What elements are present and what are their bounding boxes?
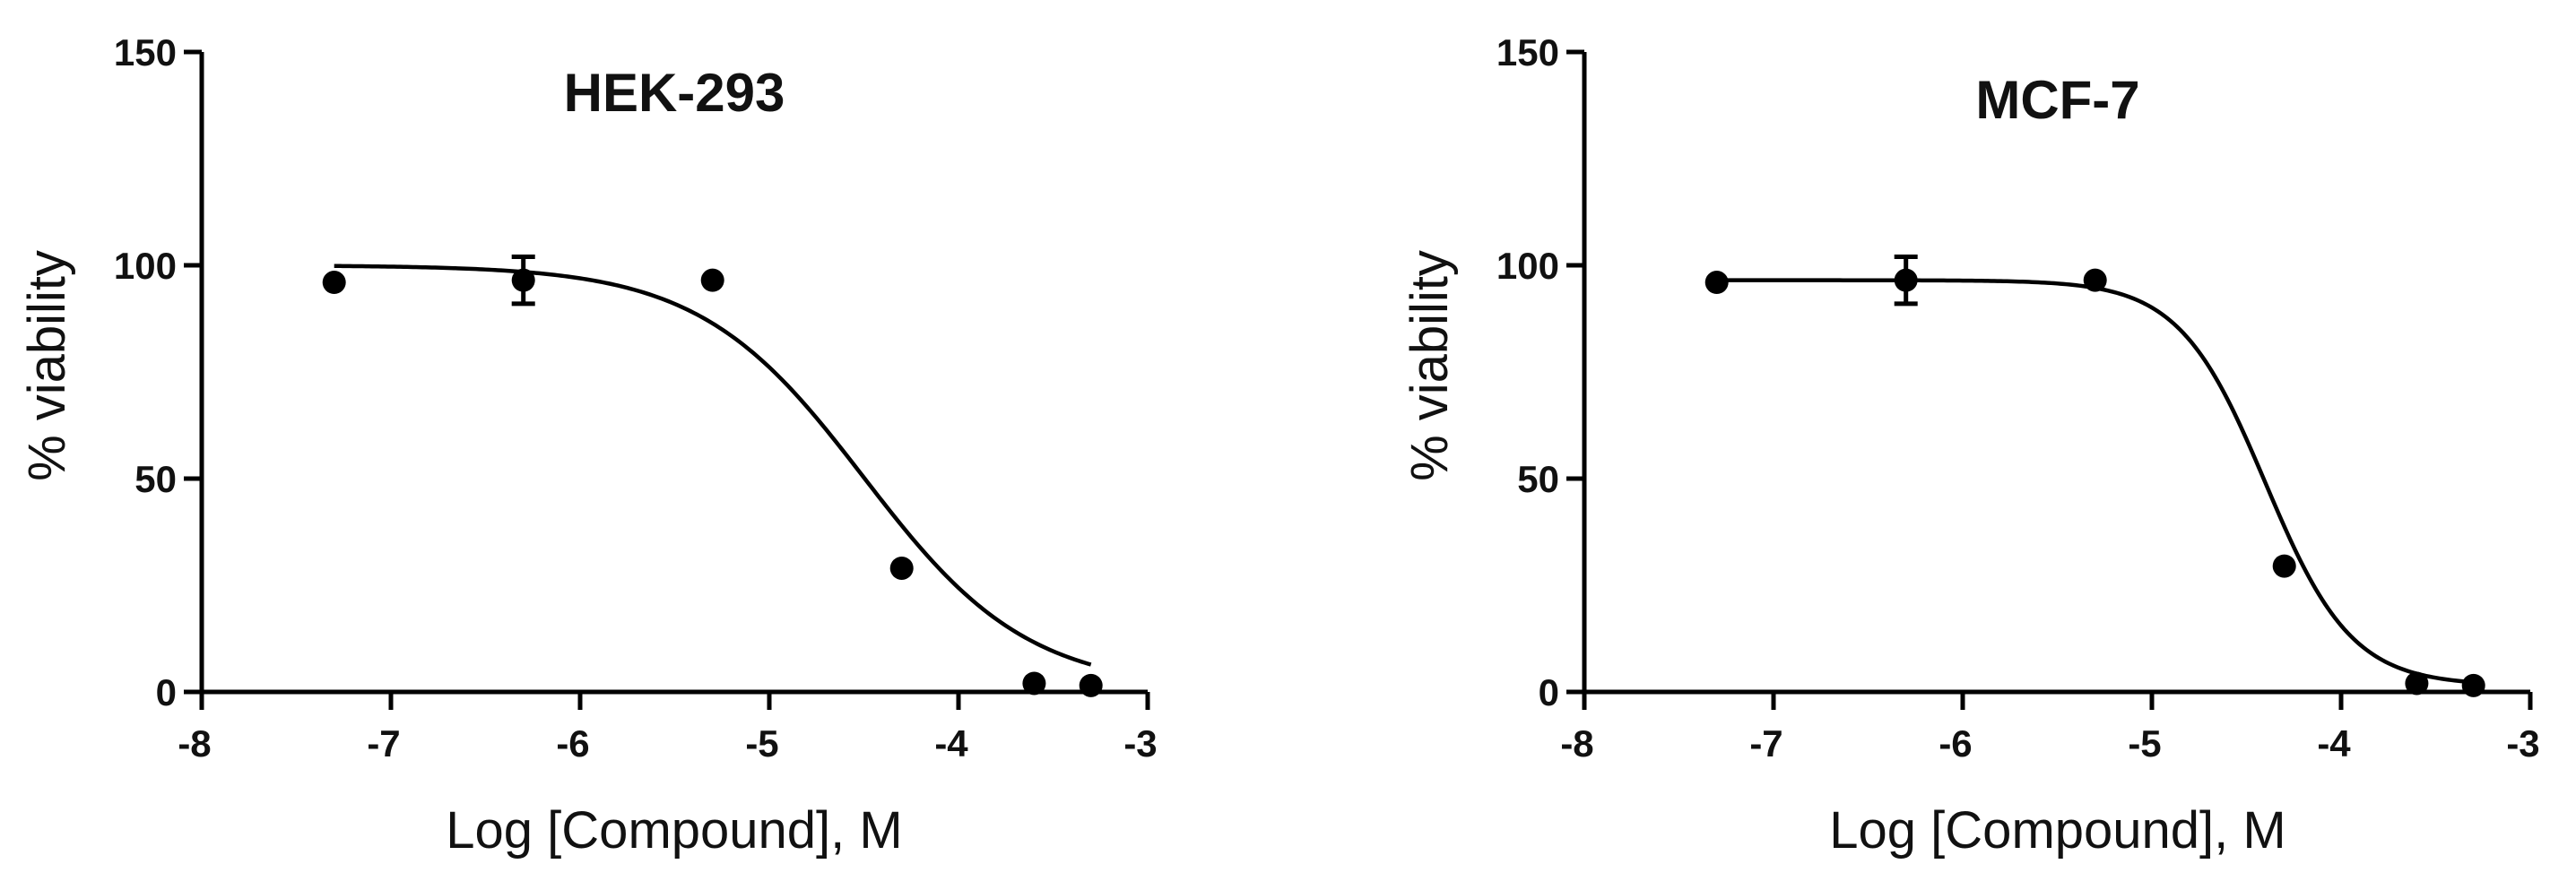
- data-point: [1022, 671, 1046, 696]
- y-tick-label: 0: [1539, 671, 1559, 713]
- x-axis-label: Log [Compound], M: [446, 801, 902, 860]
- axes: 0 50 100 150 -8 -7 -6 -5 -4 -3: [114, 31, 1158, 765]
- data-point: [511, 268, 535, 292]
- y-tick-label: 100: [1496, 245, 1559, 287]
- x-tick-label: -6: [1939, 722, 1972, 765]
- data-point: [889, 556, 914, 580]
- x-tick-label: -8: [1560, 722, 1593, 765]
- x-tick-label: -7: [1749, 722, 1782, 765]
- x-tick-label: -3: [1123, 722, 1157, 765]
- x-tick-label: -7: [367, 722, 400, 765]
- y-axis-label: % viability: [1401, 250, 1459, 481]
- data-points: [1704, 254, 2485, 697]
- y-tick-label: 0: [156, 671, 177, 713]
- x-tick-label: -5: [745, 722, 778, 765]
- x-axis-label: Log [Compound], M: [1829, 801, 2285, 860]
- y-tick-label: 150: [1496, 31, 1559, 73]
- data-point: [1079, 673, 1103, 697]
- x-tick-label: -4: [2317, 722, 2351, 765]
- y-tick-label: 150: [114, 31, 177, 73]
- chart-hek-293: HEK-293 Log [Compound], M % viability 0 5…: [18, 31, 1158, 860]
- x-tick-label: -8: [178, 722, 211, 765]
- data-point: [2272, 554, 2296, 578]
- x-tick-label: -3: [2506, 722, 2539, 765]
- x-tick-label: -5: [2128, 722, 2161, 765]
- fit-curve: [1716, 278, 2474, 685]
- data-point: [2461, 673, 2485, 697]
- y-tick-label: 50: [134, 458, 177, 500]
- chart-mcf-7: MCF-7 Log [Compound], M % viability 0 50 1…: [1401, 31, 2540, 860]
- data-point: [2083, 268, 2107, 292]
- fit-curve-group: [1716, 278, 2474, 685]
- chart-title: MCF-7: [1975, 70, 2139, 130]
- data-point: [700, 268, 724, 292]
- axes: 0 50 100 150 -8 -7 -6 -5 -4 -3: [1496, 31, 2540, 765]
- data-point: [1704, 271, 1729, 295]
- data-point: [2405, 671, 2429, 696]
- fit-curve: [334, 264, 1092, 667]
- data-points: [322, 254, 1103, 697]
- chart-title: HEK-293: [564, 63, 785, 123]
- y-tick-label: 100: [114, 245, 177, 287]
- fit-curve-group: [334, 264, 1092, 667]
- data-point: [1894, 268, 1918, 292]
- y-axis-label: % viability: [18, 250, 76, 481]
- x-tick-label: -4: [934, 722, 968, 765]
- x-tick-label: -6: [556, 722, 589, 765]
- data-point: [322, 271, 346, 295]
- y-tick-label: 50: [1517, 458, 1559, 500]
